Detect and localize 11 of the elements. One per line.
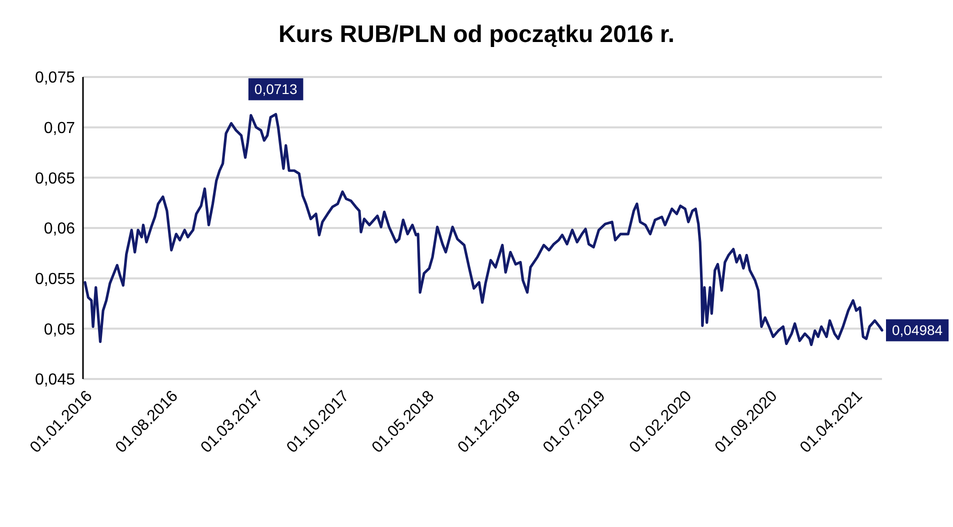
- y-tick-label: 0,055: [34, 270, 76, 288]
- chart-title: Kurs RUB/PLN od początku 2016 r.: [278, 21, 675, 48]
- y-tick-label: 0,065: [34, 170, 76, 188]
- y-tick-label: 0,06: [44, 220, 76, 238]
- annotation: 0,04984: [892, 322, 943, 338]
- y-tick-label: 0,045: [34, 372, 76, 389]
- y-tick-label: 0,05: [44, 321, 76, 338]
- line-series: [84, 112, 884, 346]
- y-tick-label: 0,075: [34, 70, 76, 87]
- y-tick-label: 0,07: [44, 120, 76, 137]
- annotation: 0,0713: [254, 81, 298, 98]
